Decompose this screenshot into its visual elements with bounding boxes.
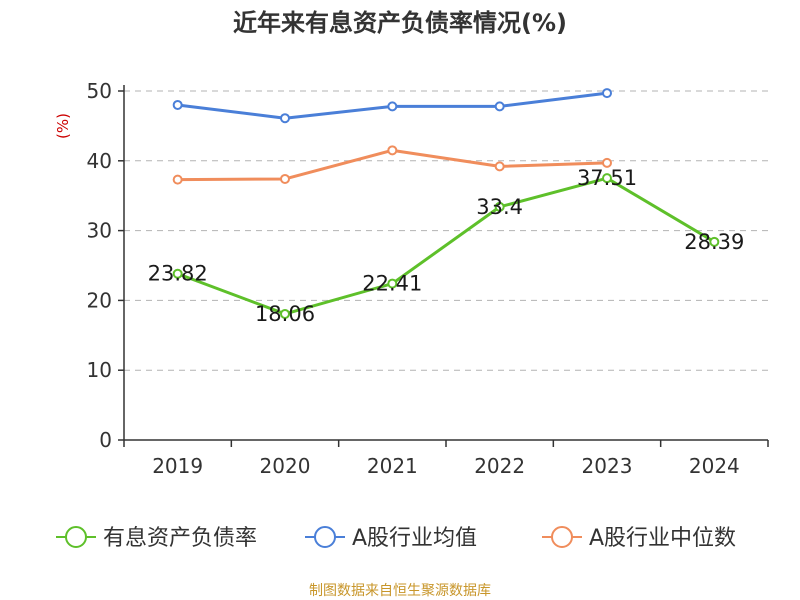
chart-title: 近年来有息资产负债率情况(%) xyxy=(233,9,567,37)
legend: 有息资产负债率 A股行业均值 A股行业中位数 xyxy=(56,526,736,551)
legend-marker xyxy=(314,526,336,548)
x-tick-label: 2021 xyxy=(367,454,418,478)
y-axis-unit: (%) xyxy=(54,113,72,139)
data-point xyxy=(602,173,612,184)
legend-marker xyxy=(65,526,87,548)
data-point xyxy=(387,101,398,112)
data-point xyxy=(709,236,720,247)
data-label: 28.39 xyxy=(684,230,744,254)
legend-label: A股行业中位数 xyxy=(589,526,736,551)
x-tick-label: 2019 xyxy=(152,454,203,478)
grid-lines xyxy=(124,90,768,371)
x-tick-label: 2022 xyxy=(474,454,525,478)
data-label: 22.41 xyxy=(362,272,422,296)
data-point xyxy=(387,278,398,289)
data-label: 23.82 xyxy=(148,262,208,286)
data-point xyxy=(280,113,290,124)
data-label: 37.51 xyxy=(577,166,637,190)
data-point xyxy=(280,173,290,184)
x-tick-label: 2024 xyxy=(689,454,740,478)
data-point xyxy=(172,268,183,279)
data-source-note: 制图数据来自恒生聚源数据库 xyxy=(309,583,491,599)
data-label: 33.4 xyxy=(476,195,523,219)
data-point xyxy=(602,88,612,99)
data-point xyxy=(494,101,505,112)
y-tick-label: 0 xyxy=(99,428,112,452)
y-tick-label: 50 xyxy=(87,79,112,103)
data-point xyxy=(172,99,183,110)
y-tick-label: 40 xyxy=(87,149,112,173)
x-tick-label: 2023 xyxy=(582,454,633,478)
legend-marker xyxy=(551,526,573,548)
data-point xyxy=(280,308,290,319)
y-tick-label: 10 xyxy=(87,358,112,382)
data-point xyxy=(602,157,612,168)
data-labels: 23.82 18.06 22.41 33.4 37.51 28.39 xyxy=(148,166,745,326)
axes: 0 10 20 30 40 50 2019 2020 2021 2022 2023 2024 xyxy=(87,79,769,478)
data-label: 18.06 xyxy=(255,302,315,326)
series-line-0 xyxy=(176,176,716,316)
data-point xyxy=(172,174,183,185)
legend-label: A股行业均值 xyxy=(352,526,477,551)
data-point xyxy=(494,201,505,212)
data-point xyxy=(387,145,398,156)
data-point xyxy=(494,161,505,172)
series-lines xyxy=(172,88,720,319)
legend-label: 有息资产负债率 xyxy=(103,526,257,551)
y-tick-label: 20 xyxy=(87,288,112,312)
x-tick-label: 2020 xyxy=(260,454,311,478)
y-tick-label: 30 xyxy=(87,219,112,243)
